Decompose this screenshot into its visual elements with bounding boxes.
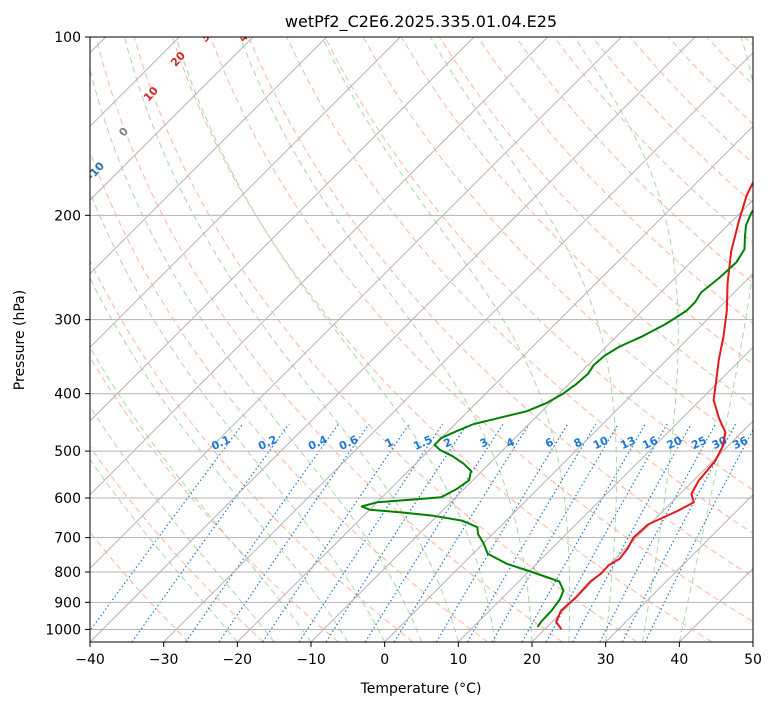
moist-adiabat-line [678,37,753,642]
x-tick-label: −10 [296,652,326,668]
x-tick-label: 50 [744,652,762,668]
isotherm-line [605,493,753,642]
isotherm-line [163,51,753,642]
y-tick-label: 500 [54,444,81,460]
dry-adiabat-label: 40 [236,24,256,44]
mixing-ratio-line [393,423,530,642]
isotherm-line [531,420,753,642]
y-tick-label: 400 [54,387,81,403]
mixing-ratio-line [218,423,370,642]
mixing-ratio-line [644,428,753,642]
moist-adiabat-line [429,37,617,642]
x-tick-label: 10 [449,652,467,668]
isotherm-line [384,272,753,642]
mixing-ratio-label: 13 [618,434,637,452]
x-tick-label: 30 [597,652,615,668]
dry-adiabat-line [95,37,563,642]
x-tick-label: 40 [670,652,688,668]
x-tick-label: −40 [75,652,105,668]
mixing-ratio-line [545,423,668,642]
isotherm-line [90,37,401,349]
moist-adiabat-line [175,37,496,642]
moist-adiabat-line [90,67,422,642]
temperature-profile-line [555,180,753,630]
mixing-ratio-line [131,423,290,642]
x-tick-label: 20 [523,652,541,668]
mixing-ratio-line [185,423,340,642]
moist-adiabat-line [90,276,349,642]
dry-adiabat-line [171,37,712,642]
dry-adiabat-line [90,356,339,642]
isotherm-line [90,37,696,642]
dry-adiabat-line [90,445,264,642]
isotherm-line [310,199,753,642]
dry-adiabat-line [286,37,753,534]
mixing-ratio-label: 36 [731,434,751,452]
x-tick-label: −30 [149,652,179,668]
dewpoint-profile-line [360,208,753,628]
moist-adiabat-line [90,458,238,642]
y-tick-label: 100 [54,30,81,46]
mixing-ratio-line [572,423,692,642]
isotherm-line [236,125,753,642]
moist-adiabat-line [124,37,459,642]
dry-adiabat-line [248,37,753,578]
dry-adiabat-line [324,37,753,491]
y-tick-label: 300 [54,313,81,329]
dry-adiabat-label: 30 [198,24,218,44]
mixing-ratio-line [466,423,597,642]
moist-adiabat-line [321,37,571,642]
moist-adiabat-line [239,37,533,642]
moist-adiabat-line [90,190,386,642]
mixing-ratio-line [262,423,410,642]
plot-frame [89,36,754,643]
chart-title: wetPf2_C2E6.2025.335.01.04.E25 [285,12,557,32]
mixing-ratio-label: 16 [640,434,660,452]
isotherm-line [457,346,753,642]
y-tick-label: 700 [54,531,81,547]
x-axis-label: Temperature (°C) [360,681,482,697]
x-tick-label: 0 [380,652,389,668]
dry-adiabat-line [90,259,414,642]
mixing-ratio-label: 25 [689,434,708,452]
y-tick-label: 800 [54,565,81,581]
mixing-ratio-line [435,423,569,642]
moist-adiabat-line [90,405,275,642]
mixing-ratio-line [599,423,717,642]
moist-adiabat-line [573,37,679,642]
mixing-ratio-line [521,423,646,642]
y-tick-label: 900 [54,595,81,611]
y-tick-label: 1000 [45,622,81,638]
isotherm-line [90,37,622,570]
dry-adiabat-line [133,37,638,642]
isotherm-line [90,37,549,496]
y-axis-label: Pressure (hPa) [12,290,28,390]
mixing-ratio-label: 10 [591,434,611,452]
dry-adiabat-line [515,37,753,284]
isotherm-line [90,37,328,275]
x-tick-label: −20 [223,652,253,668]
isotherm-line [90,37,475,422]
mixing-ratio-line [621,423,737,642]
y-tick-label: 600 [54,491,81,507]
isotherm-line [90,37,254,201]
mixing-ratio-label: 20 [665,434,685,452]
y-tick-label: 200 [54,208,81,224]
dry-adiabat-line [210,37,753,623]
